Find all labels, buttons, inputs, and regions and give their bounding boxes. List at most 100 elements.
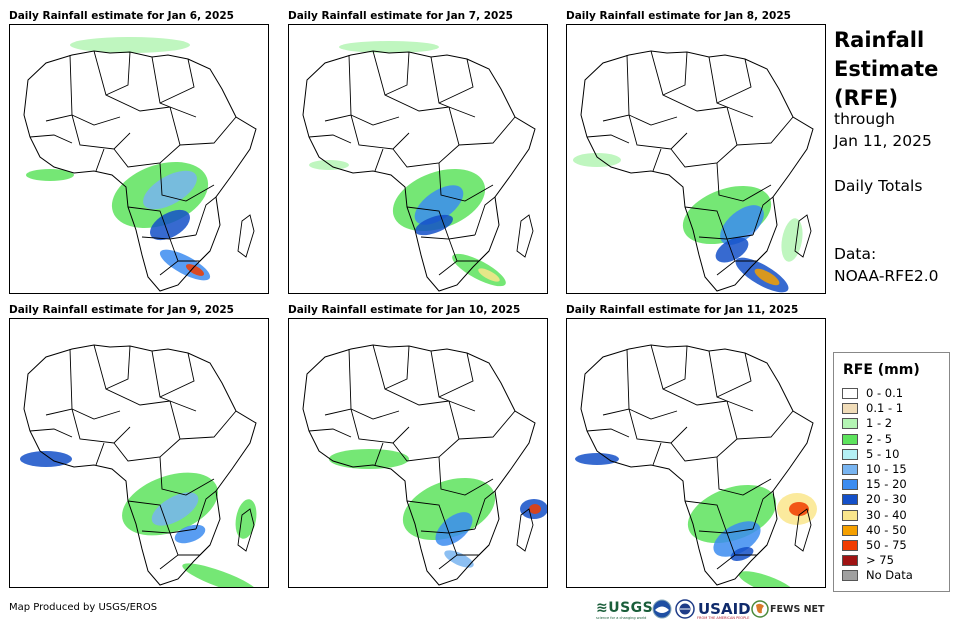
country-border: [752, 490, 774, 530]
legend-item: > 75: [842, 553, 946, 568]
madagascar-outline: [794, 214, 812, 258]
country-border: [127, 206, 197, 240]
legend-label: 0.1 - 1: [866, 401, 904, 416]
rainfall-area: [143, 170, 197, 210]
coastline: [302, 50, 536, 292]
legend-item: 2 - 5: [842, 432, 946, 447]
rainfall-area: [174, 524, 206, 544]
country-border: [586, 134, 630, 144]
panel-title: Daily Rainfall estimate for Jan 6, 2025: [9, 10, 234, 22]
product-title-line3: (RFE): [834, 86, 899, 110]
rainfall-area: [435, 512, 473, 546]
usaid-logo: USAID: [698, 600, 751, 618]
country-border: [438, 162, 494, 202]
country-border: [716, 58, 752, 104]
legend-item: 0 - 0.1: [842, 386, 946, 401]
rainfall-area: [738, 571, 796, 587]
country-border: [151, 56, 197, 118]
country-border: [716, 456, 772, 496]
country-border: [735, 544, 768, 556]
legend-item: 15 - 20: [842, 477, 946, 492]
map-canvas: [573, 50, 814, 293]
coastline: [580, 50, 814, 292]
rainfall-area: [478, 268, 500, 282]
country-border: [374, 442, 384, 466]
country-border: [195, 196, 217, 236]
product-title-line1: Rainfall: [834, 28, 925, 52]
legend-swatch: [842, 418, 858, 430]
rainfall-area: [309, 160, 349, 170]
rainfall-area: [730, 547, 754, 561]
map-canvas: [23, 37, 257, 292]
country-border: [626, 54, 678, 126]
country-border: [105, 51, 131, 96]
country-border: [726, 106, 794, 146]
country-border: [752, 196, 774, 236]
legend-swatch: [842, 464, 858, 475]
country-border: [105, 345, 131, 390]
country-border: [735, 250, 768, 262]
rainfall-area: [720, 205, 764, 245]
rainfall-area: [159, 249, 211, 281]
rainfall-area: [182, 563, 258, 587]
country-border: [113, 144, 181, 168]
legend-item: 40 - 50: [842, 523, 946, 538]
legend-swatch: [842, 479, 858, 491]
map-panel-jan-8: Daily Rainfall estimate for Jan 8, 2025: [566, 8, 826, 298]
panel-title: Daily Rainfall estimate for Jan 7, 2025: [288, 10, 513, 22]
country-border: [698, 530, 736, 570]
rainfall-area: [529, 504, 541, 514]
rainfall-area: [414, 185, 464, 225]
legend-swatch: [842, 555, 858, 567]
fews-globe-icon: [751, 600, 769, 618]
rainfall-map: [288, 24, 548, 294]
country-border: [159, 456, 215, 496]
rainfall-area: [415, 214, 453, 236]
country-border: [95, 442, 105, 466]
legend-item: 20 - 30: [842, 492, 946, 507]
rainfall-area: [402, 477, 496, 541]
country-border: [113, 438, 181, 462]
legend-item: 0.1 - 1: [842, 401, 946, 416]
usaid-tagline: FROM THE AMERICAN PEOPLE: [697, 616, 750, 620]
country-border: [650, 50, 728, 112]
country-border: [169, 400, 237, 440]
country-border: [127, 500, 197, 534]
legend-swatch: [842, 403, 858, 415]
country-border: [726, 400, 794, 440]
map-panel-jan-9: Daily Rainfall estimate for Jan 9, 2025: [9, 302, 269, 592]
legend-title: RFE (mm): [843, 362, 920, 378]
country-border: [474, 196, 496, 236]
rainfall-area: [715, 237, 749, 263]
rainfall-area: [185, 264, 205, 276]
country-border: [586, 428, 630, 438]
rainfall-map: [9, 24, 269, 294]
coastline: [23, 344, 257, 586]
rainfall-area: [339, 41, 439, 53]
madagascar-outline: [237, 214, 255, 258]
country-border: [159, 58, 195, 104]
legend-label: 10 - 15: [866, 462, 907, 476]
rainfall-map: [566, 318, 826, 588]
country-border: [178, 544, 211, 556]
usgs-tagline: science for a changing world: [596, 616, 647, 620]
map-canvas: [302, 41, 536, 292]
country-border: [324, 408, 410, 444]
product-title: Rainfall Estimate (RFE): [834, 26, 964, 113]
map-panel-jan-11: Daily Rainfall estimate for Jan 11, 2025: [566, 302, 826, 592]
country-border: [384, 345, 410, 390]
country-border: [684, 206, 754, 240]
country-border: [195, 490, 217, 530]
legend-item: 10 - 15: [842, 462, 946, 477]
country-border: [406, 206, 476, 240]
credit-text: Map Produced by USGS/EROS: [9, 602, 158, 613]
country-border: [662, 51, 688, 96]
country-border: [438, 456, 494, 496]
country-border: [708, 56, 754, 118]
country-border: [69, 54, 121, 126]
rainfall-area: [575, 453, 619, 465]
country-border: [698, 236, 736, 276]
legend-label: No Data: [866, 568, 913, 583]
country-border: [151, 350, 197, 412]
